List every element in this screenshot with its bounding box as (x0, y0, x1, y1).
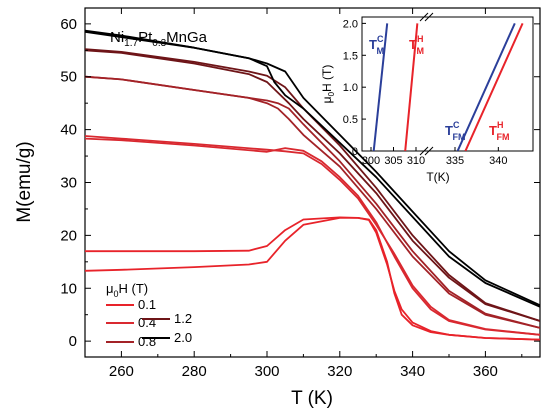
inset-y-tick-label: 1.5 (343, 50, 358, 62)
x-tick-label: 320 (327, 363, 352, 380)
y-tick-label: 50 (60, 69, 77, 86)
inset-plot-frame (361, 16, 534, 152)
series-line-0_4-branch-0 (85, 137, 540, 336)
inset-label-tc-fm: TC FM (445, 120, 465, 142)
inset-series-line-1 (404, 23, 419, 151)
inset-series-group (372, 22, 524, 151)
inset-series-line-2 (456, 22, 516, 151)
y-tick-label: 60 (60, 16, 77, 33)
inset-x-tick-label: 305 (384, 155, 402, 167)
main-series-group (85, 29, 540, 341)
inset-chart: 300 305 310 335 340 0 0.5 1.0 1.5 2.0 T(K) μ0H (T… (320, 12, 534, 184)
inset-y-tick-label: 0 (352, 146, 358, 158)
inset-y-tick-label: 0.5 (343, 114, 358, 126)
inset-label-th-m: TH M (409, 34, 424, 56)
x-tick-label: 360 (473, 363, 498, 380)
legend-label-1_2: 1.2 (174, 311, 192, 326)
legend-label-0_8: 0.8 (138, 334, 156, 349)
inset-x-axis-label: T(K) (426, 170, 449, 184)
x-tick-label: 300 (254, 363, 279, 380)
x-tick-label: 260 (109, 363, 134, 380)
inset-x-tick-label: 335 (446, 155, 464, 167)
series-line-0_4-branch-1 (85, 135, 540, 336)
series-line-0_8-branch-1 (85, 75, 540, 329)
legend: μ0H (T) 0.1 0.4 0.8 1.2 2.0 (106, 281, 192, 349)
y-tick-label: 10 (60, 280, 77, 297)
y-tick-label: 20 (60, 227, 77, 244)
inset-x-tick-label: 340 (489, 155, 507, 167)
inset-x-tick-label: 310 (407, 155, 425, 167)
inset-label-th-fm: TH FM (489, 120, 509, 142)
inset-x-tick-label: 300 (362, 155, 380, 167)
inset-series-line-0 (372, 23, 389, 151)
main-chart-title: Ni1.7Pt0.3MnGa (110, 29, 208, 49)
x-tick-label: 280 (182, 363, 207, 380)
y-tick-label: 30 (60, 175, 77, 192)
inset-label-tc-m: TC M (369, 34, 384, 56)
inset-y-tick-label: 2.0 (343, 18, 358, 30)
inset-axis-ticks: 300 305 310 335 340 0 0.5 1.0 1.5 2.0 (343, 18, 508, 167)
legend-title: μ0H (T) (106, 281, 148, 299)
legend-label-0_1: 0.1 (138, 297, 156, 312)
series-line-2_0-branch-1 (85, 30, 540, 307)
inset-y-tick-label: 1.0 (343, 82, 358, 94)
inset-series-line-3 (464, 22, 524, 151)
series-line-1_2-branch-0 (85, 49, 540, 322)
inset-axis-break (419, 12, 434, 156)
inset-y-axis-label: μ0H (T) (320, 65, 336, 104)
main-y-axis-label: M(emu/g) (14, 141, 35, 222)
main-axis-ticks: 260 280 300 320 340 360 0 10 20 30 40 50 60 (60, 8, 540, 380)
legend-label-2_0: 2.0 (174, 330, 192, 345)
y-tick-label: 40 (60, 122, 77, 139)
x-tick-label: 340 (400, 363, 425, 380)
main-x-axis-label: T (K) (291, 388, 333, 409)
legend-label-0_4: 0.4 (138, 315, 156, 330)
series-line-0_1-branch-1 (85, 217, 540, 341)
y-tick-label: 0 (69, 333, 77, 350)
